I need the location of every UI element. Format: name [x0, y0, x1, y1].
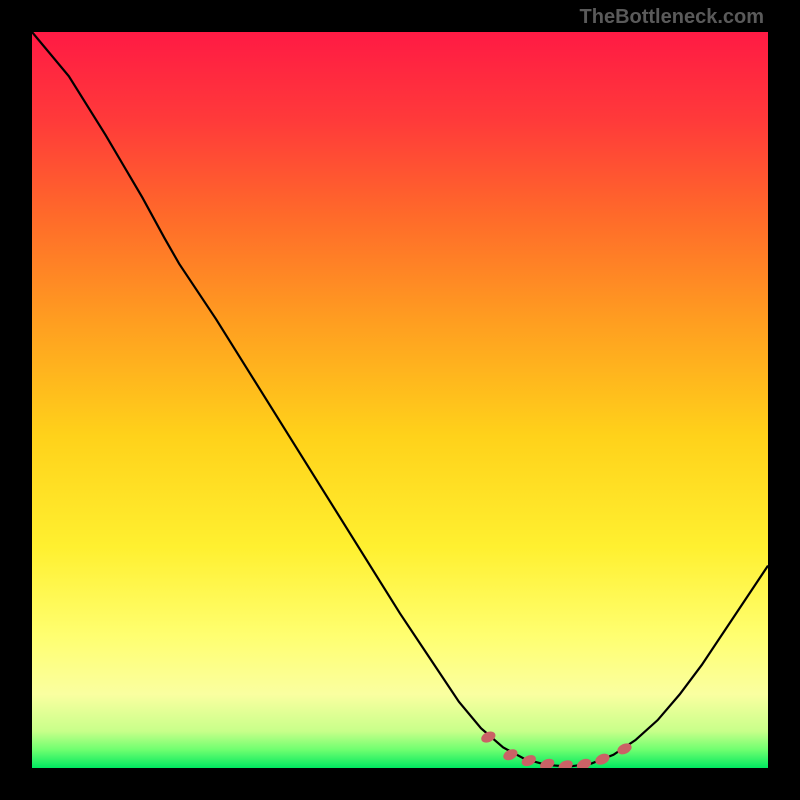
chart-plot-area — [32, 32, 768, 768]
chart-stage — [32, 32, 768, 768]
watermark-text: TheBottleneck.com — [580, 6, 764, 29]
bottleneck-curve-chart — [32, 32, 768, 768]
chart-background-gradient — [32, 32, 768, 768]
